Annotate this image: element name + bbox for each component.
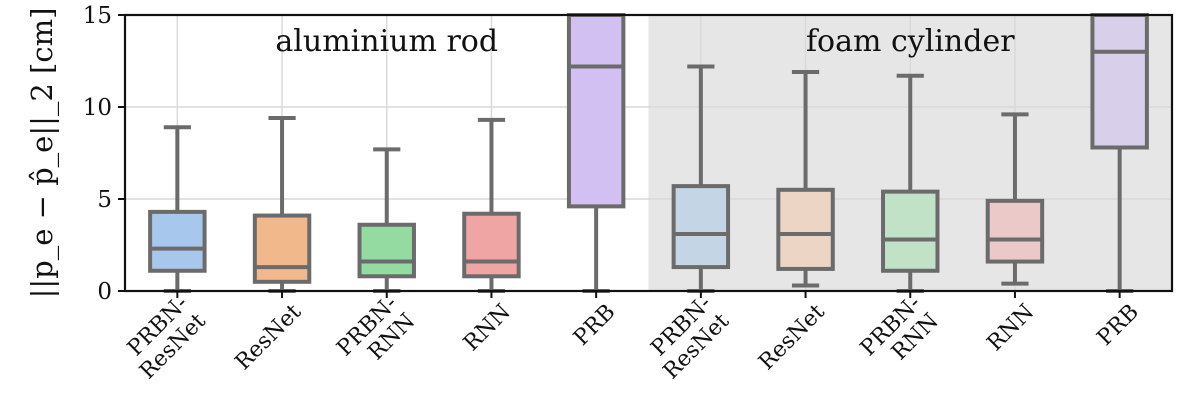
x-tick-label: PRBN-RNN [332,291,420,379]
y-tick-label: 15 [83,3,112,29]
box-body [148,209,207,273]
x-tick-label: PRBN-RNN [856,291,944,379]
box-6 [776,70,835,288]
x-tick-label-line: RNN [983,300,1040,357]
x-tick-label-line: PRB [569,300,620,351]
box-body [776,187,835,271]
box-0 [148,125,207,293]
group-label-1: foam cylinder [806,24,1015,59]
y-tick-label: 5 [97,187,112,213]
group-label-0: aluminium rod [275,24,498,59]
box-3 [462,117,521,293]
box-4 [566,13,626,293]
box-body [671,184,731,270]
box-8 [985,112,1045,286]
x-tick-label: PRBN-ResNet [117,291,210,384]
axis-layer [118,13,1174,298]
x-tick-label: PRB [1093,300,1144,351]
box-body [1090,13,1149,150]
plot-frame [123,13,1174,293]
x-tick-label-line: ResNet [231,299,307,375]
box-5 [671,64,731,293]
box-body [462,211,521,279]
box-body [566,13,626,209]
x-tick-label-line: RNN [459,300,516,357]
box-body [252,213,312,284]
y-axis-label: ||p_e − p̂_e||_2 [cm] [25,8,60,299]
x-tick-label: PRBN-ResNet [641,291,734,384]
box-body [985,198,1045,264]
box-9 [1090,13,1149,293]
x-tick-label: RNN [459,300,516,357]
x-tick-label: PRB [569,300,620,351]
x-tick-label: RNN [983,300,1040,357]
x-tick-label-line: ResNet [754,299,830,375]
x-tick-label-line: PRB [1093,300,1144,351]
box-1 [252,116,312,293]
x-tick-label: ResNet [231,299,307,375]
y-tick-label: 10 [83,95,112,121]
box-body [357,222,416,279]
box-body [881,189,940,273]
box-2 [357,147,416,293]
x-tick-label: ResNet [754,299,830,375]
y-tick-label: 0 [97,279,112,305]
